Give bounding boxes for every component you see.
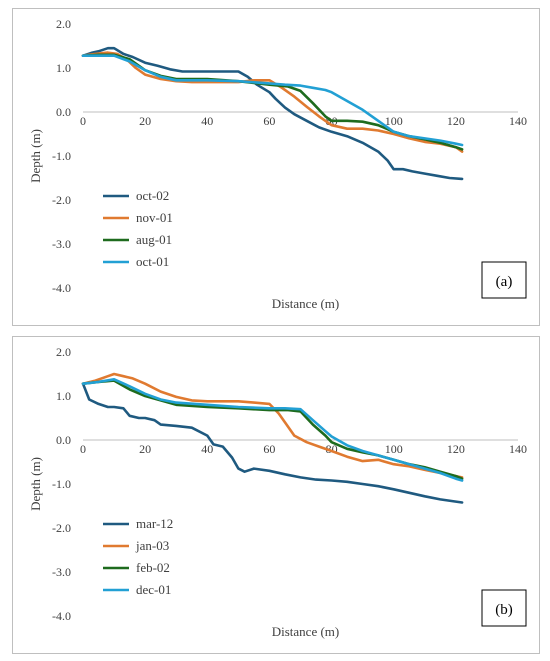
chart-1-y-tick-label: -3.0 [52, 565, 71, 579]
chart-0-x-tick-label: 100 [385, 114, 403, 128]
chart-0-x-tick-label: 20 [139, 114, 151, 128]
chart-panel-a: 0 20 40 60 80 100 120 140 2.0 1.0 0.0 -1.0 -2.0 -3.0-… [12, 8, 540, 326]
chart-0-y-tick-label: -4.0 [52, 281, 71, 295]
chart-0-x-tick-label: 60 [263, 114, 275, 128]
chart-1-legend-label-jan-03: jan-03 [135, 538, 169, 553]
chart-1-y-tick-label: 1.0 [56, 389, 71, 403]
chart-0-y-tick-label: -2.0 [52, 193, 71, 207]
chart-0-x-axis-title: Distance (m) [272, 296, 340, 311]
chart-1-panel-label-box [481, 589, 527, 627]
chart-0-series-oct-01-line [81, 54, 464, 147]
chart-0-legend-label-oct-01: oct-01 [136, 254, 169, 269]
chart-0-x-tick-label: 0 [80, 114, 86, 128]
chart-0-x-tick-label: 120 [447, 114, 465, 128]
chart-0-series-nov-01-line [81, 51, 464, 153]
chart-0-legend-label-aug-01: aug-01 [136, 232, 172, 247]
chart-1-x-tick-label: 120 [447, 442, 465, 456]
chart-1-series-mar-12-line [81, 382, 464, 504]
chart-1-legend-label-mar-12: mar-12 [136, 516, 173, 531]
chart-0-x-tick-label: 40 [201, 114, 213, 128]
chart-0-legend-label-nov-01: nov-01 [136, 210, 173, 225]
chart-0-y-tick-label: 2.0 [56, 17, 71, 31]
chart-0-legend-label-oct-02: oct-02 [136, 188, 169, 203]
chart-1-x-tick-label: 60 [263, 442, 275, 456]
chart-1-x-tick-label: 100 [385, 442, 403, 456]
chart-0-series-oct-02-line [81, 46, 464, 181]
chart-1-y-tick-label: -2.0 [52, 521, 71, 535]
chart-0-y-tick-label: 0.0 [56, 105, 71, 119]
chart-1-y-axis-title: Depth (m) [28, 457, 43, 511]
chart-b-svg: 0 20 40 60 80 100 120 1402.01.00.0-1.0-2.0-3.0-… [28, 345, 527, 639]
chart-1-x-tick-label: 140 [509, 442, 527, 456]
chart-1-legend-label-dec-01: dec-01 [136, 582, 171, 597]
chart-1-y-tick-label: 2.0 [56, 345, 71, 359]
chart-1-y-tick-label: -4.0 [52, 609, 71, 623]
chart-1-x-tick-label: 0 [80, 442, 86, 456]
chart-0-y-tick-label: -3.0 [52, 237, 71, 251]
chart-1-panel-label: (b) [495, 602, 513, 618]
chart-1-x-axis-title: Distance (m) [272, 624, 340, 639]
chart-0-x-tick-label: 140 [509, 114, 527, 128]
chart-1-legend-label-feb-02: feb-02 [136, 560, 170, 575]
chart-1-y-tick-label: -1.0 [52, 477, 71, 491]
chart-0-panel-label: (a) [496, 274, 513, 290]
chart-1-x-tick-label: 20 [139, 442, 151, 456]
chart-1-y-tick-label: 0.0 [56, 433, 71, 447]
chart-1-x-tick-label: 40 [201, 442, 213, 456]
chart-0-y-tick-label: -1.0 [52, 149, 71, 163]
chart-0-y-axis-title: Depth (m) [28, 129, 43, 183]
chart-0-y-tick-label: 1.0 [56, 61, 71, 75]
chart-a-svg: 0 20 40 60 80 100 120 1402.01.00.0-1.0-2.0-3.0-… [28, 17, 527, 311]
chart-0-panel-label-box [481, 261, 527, 299]
chart-1-series-dec-01-line [81, 377, 464, 482]
chart-panel-b: 0 20 40 60 80 100 120 140 2.0 1.0 0.0 -1.0 -2.0 -3.0-… [12, 336, 540, 654]
